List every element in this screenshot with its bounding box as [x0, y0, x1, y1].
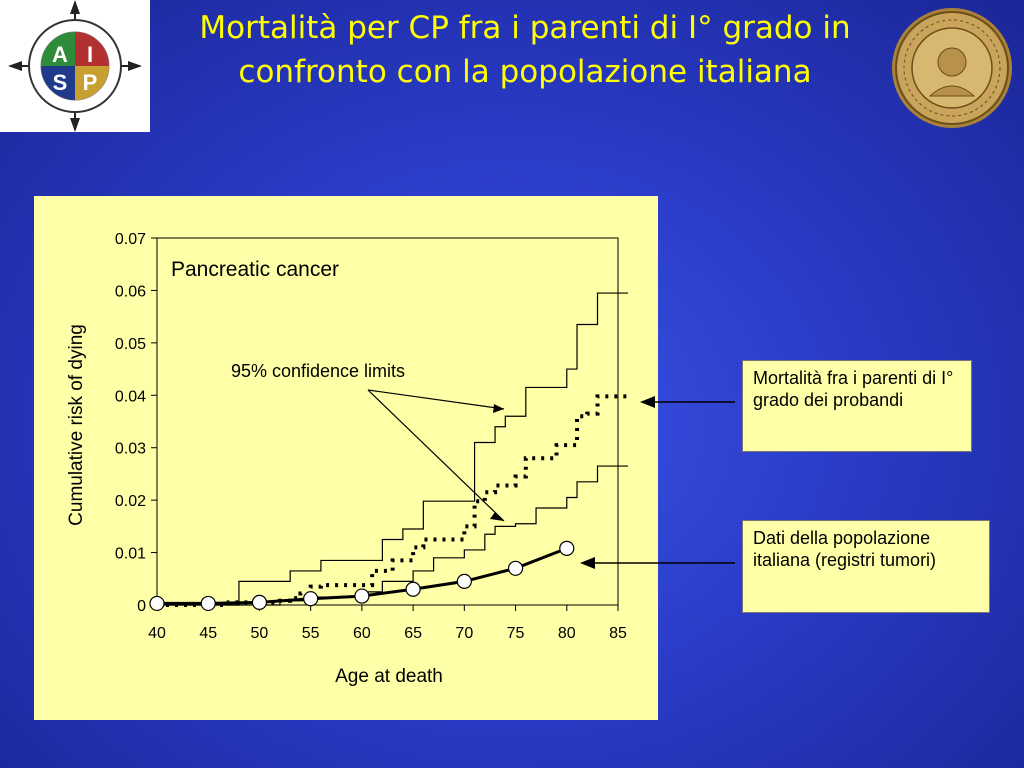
- population-data-point: [354, 588, 370, 604]
- population-callout: Dati della popolazione italiana (registr…: [742, 520, 990, 613]
- logo-letter-a: A: [52, 42, 68, 67]
- annotation-arrow-upper: [367, 389, 505, 410]
- population-data-point: [149, 595, 165, 612]
- confidence-limits-annotation: 95% confidence limits: [231, 361, 405, 381]
- population-data-point: [507, 560, 524, 576]
- y-tick-label: 0: [137, 598, 146, 615]
- x-axis-label: Age at death: [335, 666, 443, 687]
- y-tick-label: 0.06: [115, 283, 146, 300]
- x-tick-label: 55: [302, 625, 320, 642]
- aisp-logo-graphic: A I S P: [8, 0, 142, 132]
- x-tick-label: 80: [558, 625, 576, 642]
- lower-confidence-line: [157, 465, 628, 606]
- population-data-point: [456, 573, 472, 590]
- y-tick-label: 0.03: [115, 441, 146, 458]
- y-tick-label: 0.01: [115, 546, 146, 563]
- y-tick-label: 0.05: [115, 336, 146, 353]
- page-title: Mortalità per CP fra i parenti di I° gra…: [199, 10, 851, 90]
- x-tick-label: 60: [353, 625, 371, 642]
- pancreatic-cancer-chart: 0 0.01 0.02 0.03 0.04 0.05 0.06 0.07 40 45 50 55 60 6…: [66, 231, 628, 687]
- x-tick-label: 75: [507, 625, 525, 642]
- x-tick-label: 65: [404, 625, 422, 642]
- university-seal: [890, 6, 1014, 130]
- annotation-arrowhead-lower: [490, 512, 504, 521]
- x-tick-label: 85: [609, 625, 627, 642]
- x-tick-label: 70: [455, 625, 473, 642]
- x-tick-label: 40: [148, 625, 166, 642]
- logo-letter-i: I: [87, 42, 93, 67]
- annotation-arrow-lower: [367, 389, 505, 522]
- chart-panel: 0 0.01 0.02 0.03 0.04 0.05 0.06 0.07 40 45 50 55 60 6…: [34, 196, 658, 720]
- x-tick-label: 45: [199, 625, 217, 642]
- population-data-point: [303, 591, 319, 607]
- population-data-point: [559, 540, 575, 556]
- logo-letter-s: S: [53, 70, 68, 95]
- x-tick-label: 50: [251, 625, 269, 642]
- annotation-arrowhead-upper: [493, 404, 504, 413]
- y-tick-label: 0.07: [115, 231, 146, 248]
- population-data-point: [200, 595, 216, 612]
- y-axis-label: Cumulative risk of dying: [66, 324, 87, 526]
- logo-letter-p: P: [83, 70, 98, 95]
- population-data-point: [251, 594, 268, 610]
- relatives-callout: Mortalità fra i parenti di I° grado dei …: [742, 360, 972, 452]
- upper-confidence-line: [157, 292, 628, 606]
- population-data-point: [405, 581, 421, 597]
- y-tick-label: 0.02: [115, 493, 146, 510]
- y-tick-label: 0.04: [115, 388, 146, 405]
- relatives-mortality-line: [157, 394, 628, 607]
- plot-frame: [156, 237, 619, 606]
- chart-title: Pancreatic cancer: [171, 258, 339, 281]
- seal-graphic: [892, 8, 1012, 128]
- aisp-logo: A I S P: [0, 0, 150, 132]
